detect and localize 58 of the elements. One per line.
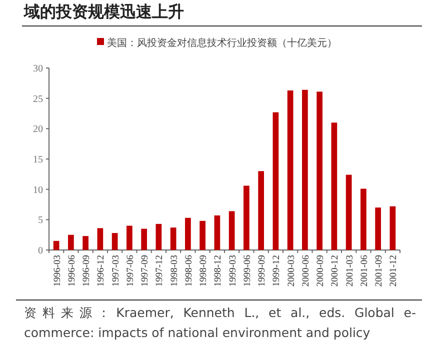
x-tick-label: 2001-03 (345, 254, 356, 287)
bar (82, 236, 88, 250)
bar (287, 90, 294, 250)
x-tick-label: 1997-06 (126, 254, 136, 287)
x-tick-label: 2001-12 (389, 254, 400, 287)
bar (185, 218, 191, 250)
bar (141, 228, 147, 250)
x-tick-label: 1996-06 (67, 254, 78, 287)
y-tick-label: 10 (33, 184, 43, 196)
bar (112, 233, 118, 250)
x-tick-label: 1999-12 (272, 254, 282, 287)
bar (258, 171, 264, 250)
bar (200, 220, 206, 250)
x-tick-label: 1996-12 (96, 254, 107, 287)
bar (97, 228, 104, 250)
x-tick-label: 2001-06 (360, 254, 370, 287)
bar (170, 228, 176, 250)
y-tick-label: 30 (33, 64, 43, 74)
bar (68, 234, 74, 250)
x-tick-label: 1998-06 (184, 254, 194, 287)
x-tick-label: 1997-09 (140, 254, 151, 287)
y-tick-label: 20 (33, 124, 43, 136)
bar (302, 90, 308, 250)
y-tick-label: 0 (38, 246, 43, 256)
legend-label: 美国：风投资金对信息技术行业投资额（十亿美元） (107, 37, 337, 49)
x-tick-label: 1997-12 (155, 254, 166, 287)
x-tick-label: 2001-09 (374, 254, 385, 287)
y-tick-label: 15 (33, 154, 43, 166)
bar (53, 240, 60, 250)
x-tick-label: 1998-09 (199, 254, 210, 287)
x-tick-label: 1996-09 (82, 254, 92, 287)
bar (316, 92, 322, 250)
x-tick-label: 1999-09 (258, 254, 268, 287)
x-tick-label: 1998-12 (214, 254, 224, 287)
bar (156, 224, 162, 250)
y-tick-label: 25 (33, 94, 43, 105)
bar (346, 174, 352, 250)
bar (272, 112, 279, 250)
y-tick-label: 5 (38, 215, 43, 226)
bar (390, 206, 396, 250)
x-tick-label: 2000-09 (316, 254, 326, 287)
x-tick-label: 1998-03 (170, 254, 180, 287)
x-tick-label: 1996-03 (52, 254, 63, 287)
x-tick-label: 2000-03 (286, 254, 297, 287)
x-tick-label: 1999-03 (228, 254, 238, 287)
x-tick-label: 2000-06 (301, 254, 312, 287)
text: 资料来源：Kraemer, Kenneth L., et al., eds. Global e-commerce: impacts of national environment and policy (24, 304, 416, 341)
chart-title: 域的投资规模迅速上升 (24, 2, 184, 23)
bar (360, 188, 366, 250)
bar (331, 122, 338, 250)
bar (126, 226, 132, 250)
x-tick-label: 1999-06 (242, 254, 253, 287)
x-tick-label: 1997-03 (111, 254, 122, 287)
bar (375, 208, 381, 250)
bar (244, 186, 250, 250)
bar (214, 215, 220, 250)
bar (228, 211, 235, 250)
x-tick-label: 2000-12 (330, 254, 341, 287)
